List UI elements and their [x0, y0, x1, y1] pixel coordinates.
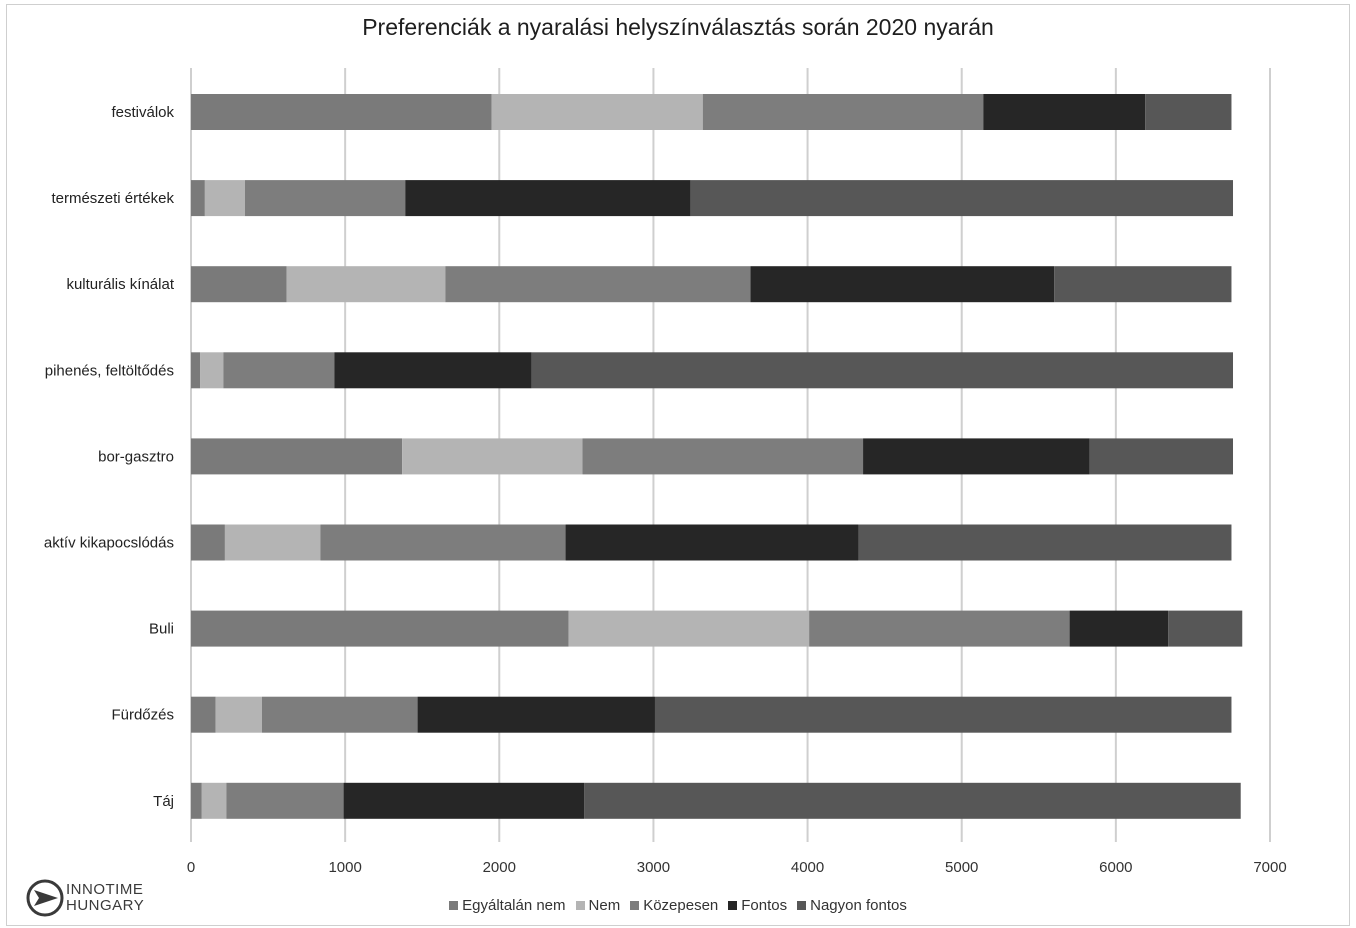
bar-segment	[204, 180, 245, 217]
innotime-hungary-logo: INNOTIME HUNGARY	[26, 876, 186, 920]
bar-segment	[565, 524, 859, 561]
logo-line-2: HUNGARY	[66, 897, 145, 914]
bar-segment	[750, 266, 1055, 303]
x-tick-labels: 0 1000 2000 3000 4000 5000 6000 7000	[187, 859, 1287, 876]
legend-swatch	[575, 901, 585, 910]
bar-segment	[858, 524, 1232, 561]
category-label: bor-gasztro	[98, 448, 174, 465]
legend: Egyáltalán nem Nem Közepesen Fontos Nagyon f…	[0, 897, 1356, 914]
bar-segment	[690, 180, 1234, 217]
bar-segment	[201, 782, 227, 819]
category-label: Táj	[153, 793, 174, 810]
bar-segment	[191, 94, 492, 130]
legend-swatch	[630, 901, 640, 910]
legend-label: Fontos	[741, 897, 788, 914]
bar-segment	[215, 696, 262, 733]
chart-title: Preferenciák a nyaralási helyszínválaszt…	[362, 14, 994, 40]
bar-segment	[1054, 266, 1232, 303]
bar-segment	[809, 610, 1070, 647]
bars	[191, 94, 1243, 819]
category-label: kulturális kínálat	[66, 276, 174, 293]
bar-segment	[191, 610, 569, 647]
bar-segment	[261, 696, 418, 733]
bar-segment	[491, 94, 703, 130]
category-label: festiválok	[111, 104, 174, 121]
legend-item: Közepesen	[630, 897, 718, 914]
legend-item: Nagyon fontos	[797, 897, 907, 914]
bar-segment	[445, 266, 751, 303]
legend-label: Közepesen	[643, 897, 719, 914]
bar-segment	[1145, 94, 1232, 130]
bar-segment	[343, 782, 585, 819]
bar-segment	[702, 94, 984, 130]
legend-swatch	[728, 901, 738, 910]
bar-segment	[1069, 610, 1169, 647]
bar-segment	[191, 180, 205, 217]
category-label: Fürdőzés	[111, 707, 174, 724]
legend-swatch	[449, 901, 459, 910]
bar-segment	[191, 352, 201, 389]
legend-label: Egyáltalán nem	[462, 897, 566, 914]
x-tick-label: 4000	[791, 859, 824, 876]
logo-line-1: INNOTIME	[66, 881, 144, 898]
category-label: természeti értékek	[51, 190, 174, 207]
x-tick-label: 5000	[945, 859, 978, 876]
logo-arrow-icon	[26, 879, 64, 917]
x-tick-label: 3000	[637, 859, 670, 876]
bar-segment	[531, 352, 1234, 389]
legend-label: Nem	[588, 897, 621, 914]
bar-segment	[405, 180, 691, 217]
legend-label: Nagyon fontos	[810, 897, 907, 914]
bar-segment	[320, 524, 566, 561]
category-label: pihenés, feltöltődés	[45, 362, 174, 379]
x-tick-label: 6000	[1099, 859, 1132, 876]
bar-segment	[582, 438, 864, 475]
x-tick-label: 1000	[328, 859, 361, 876]
bar-segment	[223, 352, 335, 389]
bar-segment	[654, 696, 1232, 733]
legend-item: Fontos	[728, 897, 787, 914]
bar-segment	[191, 438, 403, 475]
category-label: aktív kikapocslódás	[44, 535, 174, 552]
bar-segment	[1089, 438, 1234, 475]
bar-segment	[191, 696, 216, 733]
bar-segment	[1168, 610, 1243, 647]
bar-segment	[200, 352, 224, 389]
bar-segment	[584, 782, 1241, 819]
x-tick-label: 2000	[483, 859, 516, 876]
bar-segment	[402, 438, 583, 475]
bar-segment	[983, 94, 1146, 130]
legend-swatch	[797, 901, 807, 910]
bar-segment	[226, 782, 344, 819]
category-labels: festiválok természeti értékek kulturális k…	[44, 104, 175, 810]
chart-frame	[6, 4, 1350, 926]
bar-segment	[334, 352, 532, 389]
legend-item: Nem	[575, 897, 621, 914]
bar-segment	[568, 610, 810, 647]
bar-segment	[244, 180, 406, 217]
bar-segment	[224, 524, 321, 561]
legend-item: Egyáltalán nem	[449, 897, 566, 914]
category-label: Buli	[149, 621, 174, 638]
bar-segment	[286, 266, 446, 303]
x-tick-label: 7000	[1253, 859, 1286, 876]
bar-segment	[417, 696, 655, 733]
bar-segment	[191, 782, 202, 819]
bar-segment	[191, 266, 287, 303]
x-tick-label: 0	[187, 859, 195, 876]
bar-segment	[191, 524, 225, 561]
bar-segment	[863, 438, 1090, 475]
